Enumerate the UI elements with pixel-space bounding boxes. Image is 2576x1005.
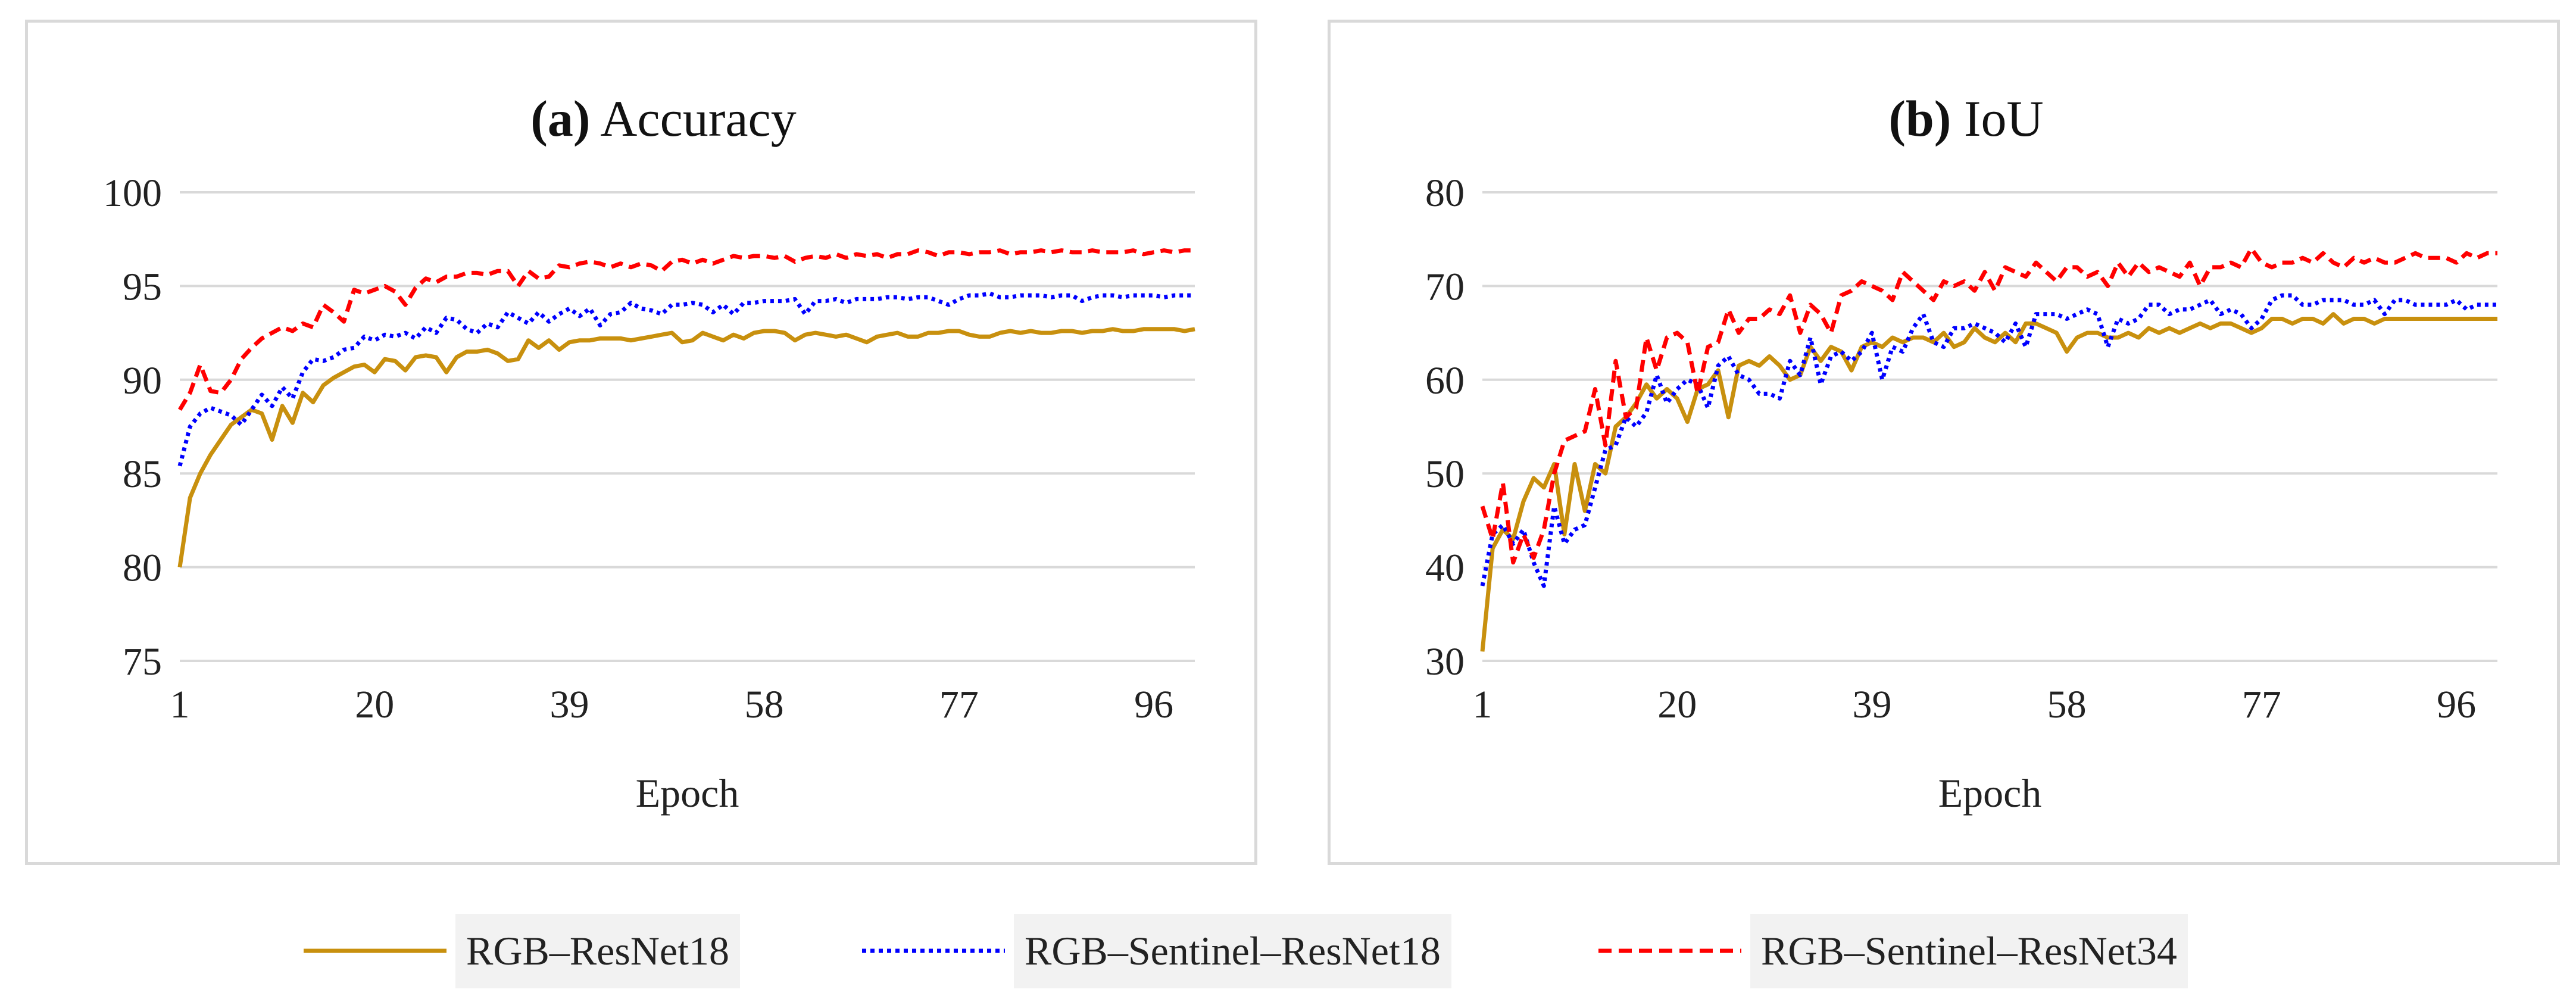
iou-chart: (b) IoU 30 40 50 60 70 80 1 20 39 58 77 96 Epoch: [1425, 90, 2497, 816]
legend-item-rgb-sentinel-resnet34: RGB–Sentinel–ResNet34: [1598, 914, 2313, 988]
x-axis-label: Epoch: [1938, 770, 2042, 816]
iou-series-3-line: [1480, 246, 2497, 565]
legend-swatch-rgb-sentinel-resnet18: [862, 948, 1005, 953]
y-tick-label: 90: [123, 359, 162, 402]
chart-title-label: (b): [1888, 90, 1951, 147]
x-tick-label: 77: [2242, 683, 2281, 726]
x-tick-label: 1: [170, 683, 190, 726]
accuracy-chart-title: (a) Accuracy: [530, 90, 796, 147]
accuracy-series-3-line: [178, 248, 1195, 411]
x-tick-label: 96: [1134, 683, 1173, 726]
y-tick-label: 80: [123, 547, 162, 590]
y-tick-label: 30: [1425, 640, 1465, 683]
legend-swatch-rgb-resnet18: [304, 948, 446, 953]
y-tick-label: 100: [103, 171, 162, 215]
iou-chart-title: (b) IoU: [1888, 90, 2043, 147]
x-axis-label: Epoch: [636, 770, 739, 816]
accuracy-series-1-line: [177, 327, 1195, 568]
x-tick-label: 39: [1852, 683, 1891, 726]
x-tick-label: 77: [939, 683, 979, 726]
legend-item-rgb-resnet18: RGB–ResNet18: [304, 914, 899, 988]
x-tick-label: 58: [745, 683, 784, 726]
y-tick-label: 95: [123, 265, 162, 308]
legend-label: RGB–ResNet18: [455, 914, 740, 988]
chart-title-label: (a): [530, 90, 590, 147]
y-tick-label: 85: [123, 452, 162, 496]
x-tick-label: 39: [549, 683, 589, 726]
legend-item-rgb-sentinel-resnet18: RGB–Sentinel–ResNet18: [862, 914, 1576, 988]
y-tick-label: 70: [1425, 265, 1465, 308]
x-tick-label: 20: [355, 683, 394, 726]
y-tick-label: 50: [1425, 452, 1465, 496]
accuracy-chart: (a) Accuracy 75 80 85 90 95 100 1 20 39 58 77 96 Epoc…: [103, 90, 1195, 816]
x-tick-label: 58: [2047, 683, 2087, 726]
y-tick-label: 75: [123, 640, 162, 683]
iou-series-1-line: [1480, 312, 2497, 652]
iou-chart-panel: (b) IoU 30 40 50 60 70 80 1 20 39 58 77 96 Epoch: [1328, 20, 2560, 865]
legend-swatch-rgb-sentinel-resnet34: [1598, 948, 1741, 953]
legend-label: RGB–Sentinel–ResNet18: [1014, 914, 1451, 988]
x-tick-label: 1: [1473, 683, 1492, 726]
y-tick-label: 40: [1425, 547, 1465, 590]
x-tick-label: 20: [1657, 683, 1697, 726]
chart-title-text: IoU: [1951, 90, 2043, 147]
chart-title-text: Accuracy: [591, 90, 797, 147]
accuracy-chart-panel: (a) Accuracy 75 80 85 90 95 100 1 20 39 58 77 96 Epoc…: [25, 20, 1257, 865]
y-tick-label: 80: [1425, 171, 1465, 215]
x-tick-label: 96: [2437, 683, 2476, 726]
legend-label: RGB–Sentinel–ResNet34: [1750, 914, 2188, 988]
y-tick-label: 60: [1425, 359, 1465, 402]
iou-series-2-line: [1480, 293, 2497, 588]
